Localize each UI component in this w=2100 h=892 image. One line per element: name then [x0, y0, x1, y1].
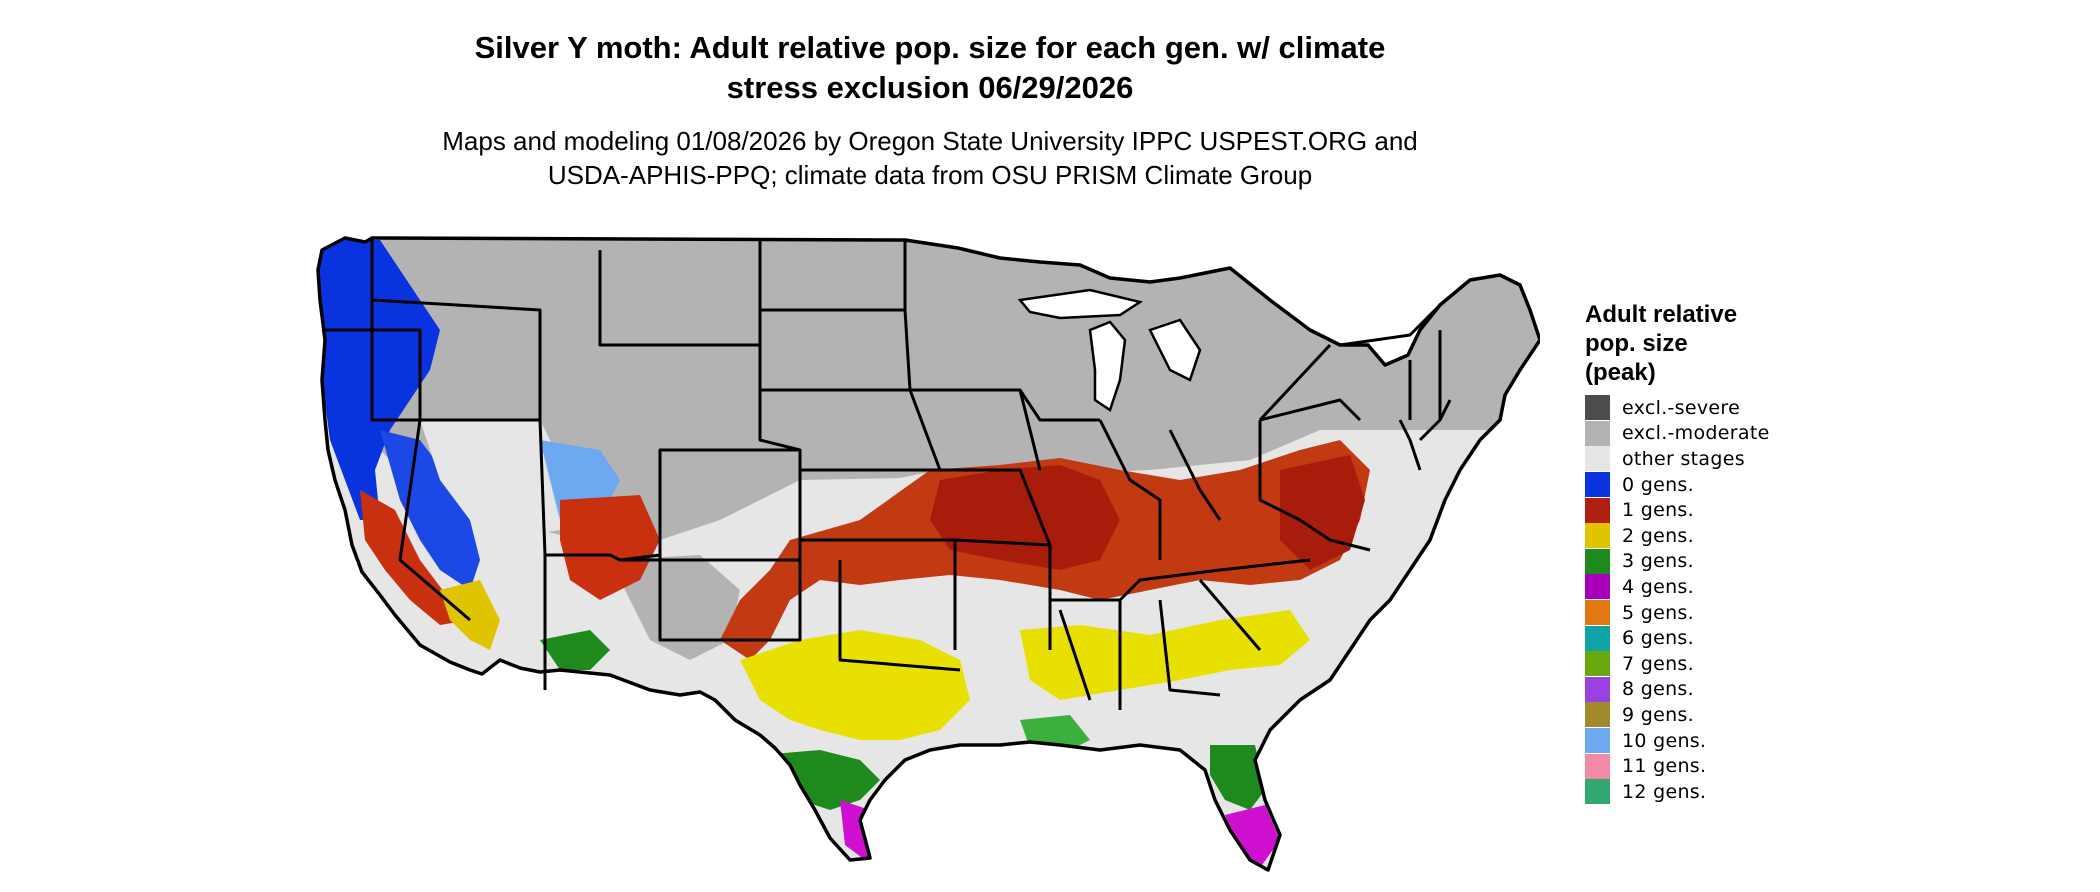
- legend-item: 3 gens.: [1585, 548, 1805, 575]
- us-map: [316, 236, 1540, 872]
- legend-label: 10 gens.: [1622, 729, 1707, 752]
- legend-item: 5 gens.: [1585, 600, 1805, 626]
- state-borders: [322, 238, 1452, 710]
- legend-label: 8 gens.: [1622, 678, 1694, 701]
- legend-swatch: [1585, 420, 1610, 446]
- region-1-gens-southwest: [560, 495, 660, 600]
- region-1-gens-dark-core: [930, 465, 1120, 570]
- subtitle-line-2: USDA-APHIS-PPQ; climate data from OSU PR…: [547, 160, 1313, 190]
- legend-title-line-1: Adult relative: [1585, 301, 1738, 328]
- legend-swatch: [1585, 753, 1610, 779]
- legend-label: 2 gens.: [1622, 524, 1694, 547]
- legend-item: 7 gens.: [1585, 651, 1805, 677]
- legend-label: excl.-moderate: [1622, 422, 1770, 445]
- lake-michigan: [1088, 320, 1127, 412]
- legend-label: 7 gens.: [1622, 652, 1694, 675]
- legend-item: 8 gens.: [1585, 676, 1805, 703]
- legend-label: 12 gens.: [1622, 780, 1707, 803]
- legend-swatch: [1585, 395, 1610, 421]
- legend-swatch: [1585, 702, 1610, 728]
- legend-item: 4 gens.: [1585, 574, 1805, 600]
- lake-huron: [1148, 318, 1202, 382]
- legend-label: 5 gens.: [1622, 601, 1694, 624]
- legend-swatch: [1585, 600, 1610, 626]
- legend-label: 3 gens.: [1622, 550, 1694, 573]
- legend-item: 6 gens.: [1585, 625, 1805, 651]
- legend-title: Adult relative pop. size (peak): [1585, 300, 1805, 387]
- legend-swatch: [1585, 728, 1610, 754]
- region-excl-moderate-north: [370, 238, 1540, 545]
- region-0-gens-northwest: [318, 240, 440, 520]
- legend-swatch: [1585, 472, 1610, 498]
- legend-item: 9 gens.: [1585, 702, 1805, 728]
- title-line-1: Silver Y moth: Adult relative pop. size …: [474, 30, 1386, 65]
- legend-item: excl.-moderate: [1585, 420, 1805, 447]
- great-lakes: [1017, 288, 1202, 412]
- legend-swatch: [1585, 779, 1610, 805]
- subtitle-line-1: Maps and modeling 01/08/2026 by Oregon S…: [442, 126, 1418, 156]
- legend-item: 2 gens.: [1585, 523, 1805, 549]
- legend-item: 12 gens.: [1585, 779, 1805, 805]
- legend-title-line-2: pop. size: [1585, 330, 1688, 357]
- region-excl-moderate-southwest: [610, 555, 740, 660]
- map-title: Silver Y moth: Adult relative pop. size …: [0, 28, 1860, 108]
- legend-label: 0 gens.: [1622, 473, 1694, 496]
- legend-items: excl.-severe excl.-moderate other stages 0 …: [1585, 395, 1805, 805]
- legend-label: 1 gens.: [1622, 499, 1694, 522]
- legend-item: 1 gens.: [1585, 497, 1805, 523]
- legend-swatch: [1585, 548, 1610, 574]
- title-line-2: stress exclusion 06/29/2026: [726, 70, 1134, 105]
- legend-label: 6 gens.: [1622, 627, 1694, 650]
- legend-item: 11 gens.: [1585, 753, 1805, 779]
- region-1-gens-east: [1280, 455, 1365, 570]
- legend-swatch: [1585, 574, 1610, 600]
- region-other-great-basin: [420, 420, 560, 540]
- legend-label: other stages: [1622, 447, 1745, 470]
- legend-title-line-3: (peak): [1585, 359, 1656, 386]
- legend-swatch: [1585, 676, 1610, 702]
- region-0-gens-sierra: [380, 430, 480, 590]
- legend-label: 11 gens.: [1622, 755, 1707, 778]
- legend-swatch: [1585, 651, 1610, 677]
- legend-swatch: [1585, 625, 1610, 651]
- legend-swatch: [1585, 446, 1610, 472]
- legend-swatch: [1585, 497, 1610, 523]
- legend-label: 9 gens.: [1622, 703, 1694, 726]
- national-border: [316, 236, 1540, 872]
- legend: Adult relative pop. size (peak) excl.-se…: [1585, 300, 1805, 805]
- legend-label: excl.-severe: [1622, 396, 1741, 419]
- legend-item: excl.-severe: [1585, 395, 1805, 421]
- region-3-gens-arizona: [540, 630, 610, 670]
- lake-superior: [1017, 288, 1144, 320]
- region-2-gens-california: [440, 580, 500, 650]
- map-subtitle: Maps and modeling 01/08/2026 by Oregon S…: [0, 124, 1860, 192]
- generation-regions: [318, 238, 1540, 865]
- legend-item: other stages: [1585, 446, 1805, 472]
- legend-label: 4 gens.: [1622, 575, 1694, 598]
- legend-item: 0 gens.: [1585, 472, 1805, 498]
- legend-swatch: [1585, 523, 1610, 549]
- region-3-gens-florida: [1210, 745, 1265, 810]
- region-2-gens-texas: [740, 630, 970, 740]
- legend-item: 10 gens.: [1585, 728, 1805, 754]
